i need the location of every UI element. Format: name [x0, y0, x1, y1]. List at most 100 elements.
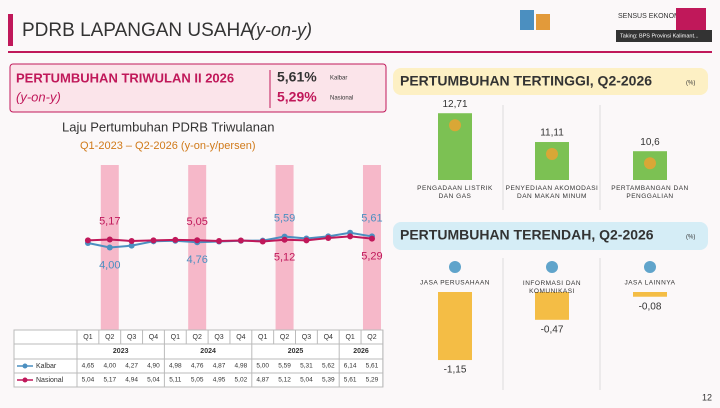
table-value: 5,00: [256, 363, 269, 370]
x-tick-label: Q3: [127, 334, 136, 341]
x-tick-label: Q4: [149, 334, 158, 341]
category-label: PENGADAAN LISTRIK DAN GAS: [417, 185, 493, 200]
kalbar-value: 5,61%: [277, 69, 317, 85]
table-value: 4,95: [213, 377, 226, 384]
icon: [449, 261, 461, 273]
summary-title: PERTUMBUHAN TRIWULAN II 2026: [16, 70, 234, 85]
summary-subtitle: (y-on-y): [16, 89, 61, 104]
panel-title: PERTUMBUHAN TERENDAH, Q2-2026: [400, 227, 654, 243]
panel-title: PERTUMBUHAN TERTINGGI, Q2-2026: [400, 73, 652, 89]
point: [106, 236, 113, 243]
icon: [546, 261, 558, 273]
category-label: JASA LAINNYA: [624, 280, 675, 287]
nasional-label: Nasional: [330, 96, 353, 102]
legend-label: Kalbar: [36, 363, 57, 370]
data-label: 5,12: [274, 252, 295, 264]
logo: [536, 14, 550, 30]
kalbar-label: Kalbar: [330, 76, 347, 82]
page-subtitle: (y-on-y): [250, 20, 312, 40]
summary-box: [9, 63, 387, 113]
point: [281, 236, 288, 243]
category-label: PENYEDIAAN AKOMODASI DAN MAKAN MINUM: [506, 185, 599, 200]
point: [216, 237, 223, 244]
table-value: 5,04: [82, 377, 95, 384]
logo: [520, 10, 534, 30]
point: [303, 237, 310, 244]
data-label: 4,76: [186, 254, 207, 266]
page-number: 12: [702, 392, 712, 402]
table-value: 4,87: [213, 363, 226, 370]
point: [237, 237, 244, 244]
caption-box: [616, 30, 712, 42]
table-value: 5,61: [366, 363, 379, 370]
chart-title: Laju Pertumbuhan PDRB Triwulanan: [62, 119, 274, 134]
x-tick-label: Q1: [258, 334, 267, 341]
table-value: 4,65: [82, 363, 95, 370]
logo-text: SENSUS EKONOMI: [618, 13, 682, 20]
x-tick-label: Q4: [236, 334, 245, 341]
data-label: 5,17: [99, 215, 120, 227]
bar: [633, 292, 667, 297]
table-value: 5,61: [344, 377, 357, 384]
table-value: 5,05: [191, 377, 204, 384]
legend-label: Nasional: [36, 377, 64, 384]
table-value: 5,02: [235, 377, 248, 384]
chart-subtitle: Q1-2023 – Q2-2026 (y-on-y/persen): [80, 140, 255, 152]
legend-marker: [22, 363, 28, 369]
point: [172, 236, 179, 243]
data-label: 5,61: [361, 212, 382, 224]
table-value: 5,12: [278, 377, 291, 384]
table-value: 5,29: [366, 377, 379, 384]
table-value: 4,00: [103, 363, 116, 370]
panel-unit: (%): [686, 235, 695, 241]
x-tick-label: Q4: [324, 334, 333, 341]
panel-unit: (%): [686, 81, 695, 87]
table-value: 5,11: [169, 377, 182, 384]
bar: [438, 292, 472, 361]
highlight-column: [362, 165, 381, 330]
table-value: 5,04: [300, 377, 313, 384]
point: [128, 238, 135, 245]
table-value: 5,39: [322, 377, 335, 384]
point: [106, 244, 113, 251]
table-value: 5,59: [278, 363, 291, 370]
data-label: 5,59: [274, 212, 295, 224]
icon: [644, 261, 656, 273]
table-value: 6,14: [344, 363, 357, 370]
table-value: 4,98: [169, 363, 182, 370]
icon: [546, 148, 558, 161]
bar: [535, 292, 569, 320]
table-value: 4,76: [191, 363, 204, 370]
x-tick-label: Q2: [367, 334, 376, 341]
year-label: 2025: [288, 348, 304, 355]
highlight-column: [188, 165, 207, 330]
point: [368, 235, 375, 242]
panel-header: [393, 68, 708, 95]
bar: [535, 142, 569, 180]
x-tick-label: Q2: [105, 334, 114, 341]
x-tick-label: Q1: [345, 334, 354, 341]
year-label: 2024: [200, 348, 216, 355]
table-value: 5,17: [103, 377, 116, 384]
data-label: -0,08: [639, 301, 662, 312]
point: [325, 234, 332, 241]
table-value: 4,90: [147, 363, 160, 370]
title-accent: [8, 14, 13, 46]
point: [84, 237, 91, 244]
point: [259, 238, 266, 245]
x-tick-label: Q3: [214, 334, 223, 341]
category-label: PERTAMBANGAN DAN PENGGALIAN: [611, 185, 688, 200]
category-label: INFORMASI DAN KOMUNIKASI: [523, 280, 581, 295]
year-label: 2026: [353, 348, 369, 355]
year-label: 2023: [113, 348, 129, 355]
table-value: 5,62: [322, 363, 335, 370]
point: [150, 237, 157, 244]
x-tick-label: Q1: [83, 334, 92, 341]
x-tick-label: Q3: [302, 334, 311, 341]
data-label: -0,47: [541, 324, 564, 335]
data-label: 11,11: [540, 128, 564, 139]
table-value: 5,31: [300, 363, 313, 370]
data-label: -1,15: [444, 365, 467, 376]
highlight-column: [275, 165, 294, 330]
